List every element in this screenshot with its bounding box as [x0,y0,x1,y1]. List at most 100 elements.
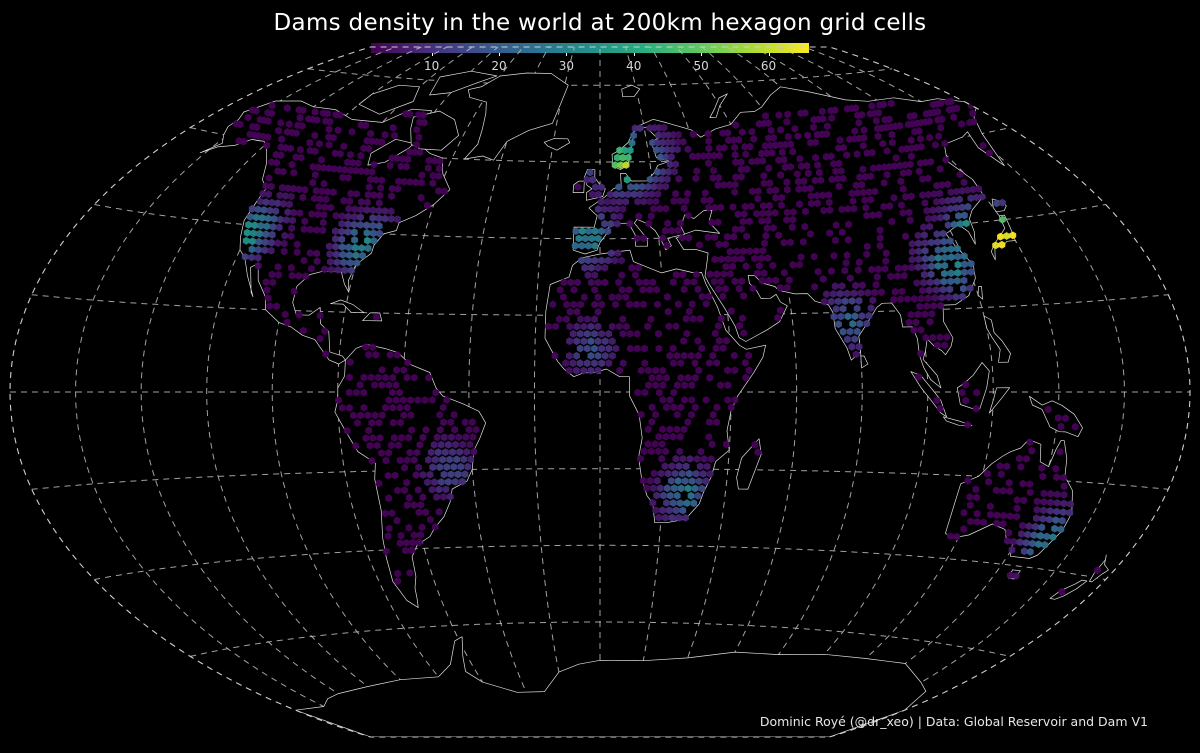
hex-cell [722,262,730,271]
hex-cell [619,205,627,213]
hex-cell [685,211,692,220]
hex-cell [601,263,609,272]
hex-cell [469,433,477,441]
hex-cell [658,454,666,463]
hex-cell [319,226,327,235]
hex-cell [1006,512,1014,520]
hex-cell [560,278,568,287]
hex-cell [997,470,1005,479]
hex-cell [708,440,716,449]
hex-cell [827,152,835,161]
hex-cell [666,160,674,169]
hex-cell [850,204,858,213]
hex-cell [691,484,699,493]
hex-cell [810,252,818,261]
hex-cell [937,123,945,132]
hex-cell [917,326,925,334]
hex-cell [336,150,344,158]
hex-cell [732,121,740,129]
hex-cell [639,285,647,294]
hex-cell [252,106,260,115]
hex-cell [934,254,942,262]
hex-cell [807,184,814,193]
hex-cell [724,366,731,375]
hex-cell [950,113,958,122]
hex-cell [311,147,319,156]
hex-cell [771,209,779,217]
hex-cell [1024,530,1032,539]
hex-cell [855,119,863,127]
hex-cell [612,344,620,353]
hex-cell [403,456,411,464]
hex-cell [264,133,272,142]
hex-cell [756,261,763,270]
hex-cell [598,212,605,221]
hex-cell [703,462,711,471]
hex-cell [1060,491,1068,499]
hex-cell [426,470,434,479]
hex-cell [350,411,357,420]
hex-cell [580,366,587,375]
hex-cell [704,129,712,138]
hex-cell [393,366,400,374]
hex-cell [274,199,282,208]
hex-cell [687,491,695,500]
hex-cell [740,210,748,218]
hex-cell [299,106,307,115]
hex-cell [917,143,925,151]
hex-cell [669,138,677,147]
hex-cell [429,171,437,180]
hex-cell [760,179,768,188]
hex-cell [646,197,654,206]
meridian-line [402,46,524,738]
hex-cell [418,178,425,187]
hex-cell [262,198,270,206]
hex-cell [580,293,588,302]
hex-cell [652,175,660,184]
hex-cell [929,206,937,215]
hex-cell [295,185,303,194]
hex-cell [461,418,469,427]
landmass-greenland [463,72,569,161]
hex-cell [778,201,785,209]
hex-cell [280,199,287,208]
hex-cell [737,173,745,181]
hex-cell [463,448,471,456]
hex-cell [311,108,319,116]
hex-cell [394,577,402,585]
legend-label-60: 60 [760,59,777,73]
hex-cell [685,233,693,242]
hex-cell [679,138,687,146]
hex-cell [1008,546,1016,554]
hex-cell [399,155,406,163]
hex-cell [684,484,692,493]
hex-cell [439,403,447,412]
hex-cell [386,351,394,359]
hex-cell [739,314,746,323]
hex-cell [731,366,739,375]
hex-cell [844,235,852,244]
hex-cell [921,254,929,263]
hex-cell [1053,507,1061,516]
hex-cell [688,477,696,485]
hex-cell [1038,523,1046,532]
hex-cell [300,225,308,234]
hex-cell [867,172,875,181]
hex-cell [645,366,652,375]
hex-cell [875,109,882,117]
hex-cell [724,255,732,263]
hex-cell [313,116,321,124]
hex-cell [670,403,678,412]
hex-cell [374,373,382,382]
hex-cell [760,269,768,278]
hex-cell [336,111,344,119]
hex-cell [907,152,915,161]
hex-cell [433,493,440,501]
hex-cell [986,149,993,157]
legend-tick-10 [431,53,433,56]
hex-cell [718,255,725,264]
hex-cell [648,418,656,426]
hex-cell [668,513,676,522]
hex-cell [396,456,404,465]
hex-cell [369,206,377,215]
